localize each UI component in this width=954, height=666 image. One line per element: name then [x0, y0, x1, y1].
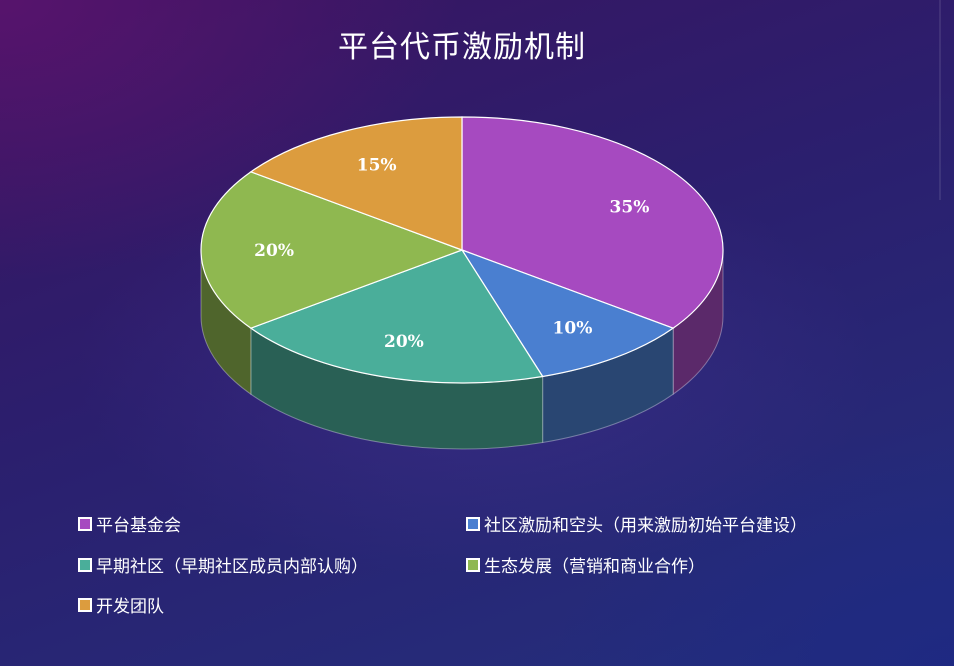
pie-slice [461, 116, 724, 329]
pie-slice [200, 171, 464, 329]
pie-slice [249, 249, 544, 384]
data-label: 10% [553, 318, 593, 338]
decorative-scale [939, 0, 941, 200]
pie-slice [460, 248, 675, 378]
data-label: 15% [357, 156, 397, 176]
pie-slice [249, 116, 463, 251]
data-label: 20% [384, 332, 424, 352]
chart-title: 平台代币激励机制 [338, 30, 586, 65]
data-label: 20% [254, 241, 294, 261]
data-label: 35% [610, 198, 650, 218]
